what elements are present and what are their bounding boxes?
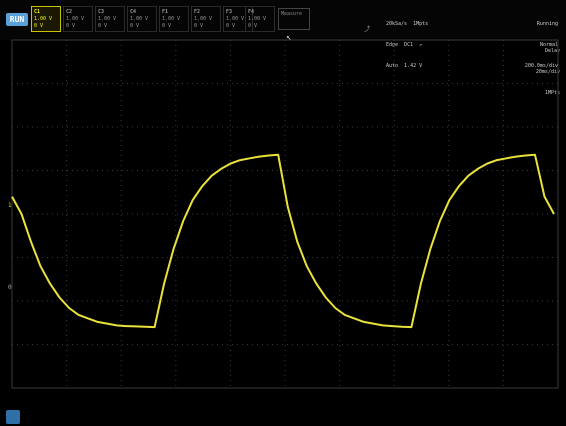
zoom-line-2: 20ms/div <box>535 69 560 75</box>
channel-f2-box[interactable]: F2 1.00 V 0 V <box>191 6 221 32</box>
acquisition-line-2: Normal <box>539 42 558 48</box>
channel-f1-name: F1 <box>162 9 169 15</box>
acquisition-info[interactable]: Running Normal 200.0ms/div <box>488 7 558 84</box>
channel-f1-box[interactable]: F1 1.00 V 0 V <box>159 6 189 32</box>
channel-f4-name: F4 <box>248 9 255 15</box>
ground-marker[interactable]: 0 <box>8 284 12 291</box>
channel-c3-scale: 1.00 V <box>98 16 117 22</box>
channel-c2-offset: 0 V <box>66 23 76 29</box>
channel-1-trace <box>11 153 555 329</box>
acquisition-line-3: 200.0ms/div <box>524 63 558 69</box>
menu-icon[interactable] <box>6 410 20 424</box>
channel-c1-offset: 0 V <box>34 23 44 29</box>
channel-c2-box[interactable]: C2 1.00 V 0 V <box>63 6 93 32</box>
channel-c1-scale: 1.00 V <box>34 16 53 22</box>
timebase-line-1: 20kSa/s 1Mpts <box>386 21 429 27</box>
run-status-badge[interactable]: RUN <box>6 13 28 26</box>
channel-1-marker[interactable]: 1 <box>8 202 12 209</box>
channel-c4-box[interactable]: C4 1.00 V 0 V <box>127 6 157 32</box>
channel-c2-name: C2 <box>66 9 73 15</box>
channel-f1-offset: 0 V <box>162 23 172 29</box>
trigger-slope-icon: ⤴ <box>364 26 371 33</box>
channel-f1-scale: 1.00 V <box>162 16 181 22</box>
channel-c4-name: C4 <box>130 9 137 15</box>
channel-f2-scale: 1.00 V <box>194 16 213 22</box>
channel-f3-box[interactable]: F3 1.00 V 0 V <box>223 6 253 32</box>
channel-c4-offset: 0 V <box>130 23 140 29</box>
grid-lines <box>12 40 558 388</box>
channel-c1-name: C1 <box>34 9 41 15</box>
channel-f2-offset: 0 V <box>194 23 204 29</box>
channel-f4-scale: 1.00 V <box>248 16 267 22</box>
channel-f4-offset: 0 V <box>248 23 258 29</box>
channel-f3-offset: 0 V <box>226 23 236 29</box>
measure-label: Measure <box>281 11 303 17</box>
timebase-line-2: Edge DC1 ↗ <box>386 42 423 48</box>
channel-c3-name: C3 <box>98 9 105 15</box>
channel-f4-box[interactable]: F4 1.00 V 0 V <box>245 6 275 32</box>
channel-f3-scale: 1.00 V <box>226 16 245 22</box>
acquire-mode: Running <box>536 21 558 27</box>
zoom-line-3: 1MPts <box>544 90 560 96</box>
channel-c4-scale: 1.00 V <box>130 16 149 22</box>
channel-c3-box[interactable]: C3 1.00 V 0 V <box>95 6 125 32</box>
channel-c3-offset: 0 V <box>98 23 108 29</box>
zoom-readout: Delay 20ms/div 1MPts <box>536 34 560 111</box>
channel-c2-scale: 1.00 V <box>66 16 85 22</box>
measure-button[interactable]: Measure <box>278 8 310 30</box>
status-bar: RUN C1 1.00 V 0 V C2 1.00 V 0 V C3 1.00 … <box>0 0 566 69</box>
timebase-line-3: Auto 1.42 V <box>386 63 423 69</box>
timebase-info[interactable]: 20kSa/s 1Mpts Edge DC1 ↗ Auto 1.42 V <box>386 7 428 84</box>
channel-f3-name: F3 <box>226 9 233 15</box>
channel-c1-box[interactable]: C1 1.00 V 0 V <box>31 6 61 32</box>
mouse-pointer-icon: ↖ <box>286 33 292 43</box>
zoom-line-1: Delay <box>544 48 560 54</box>
channel-f2-name: F2 <box>194 9 201 15</box>
